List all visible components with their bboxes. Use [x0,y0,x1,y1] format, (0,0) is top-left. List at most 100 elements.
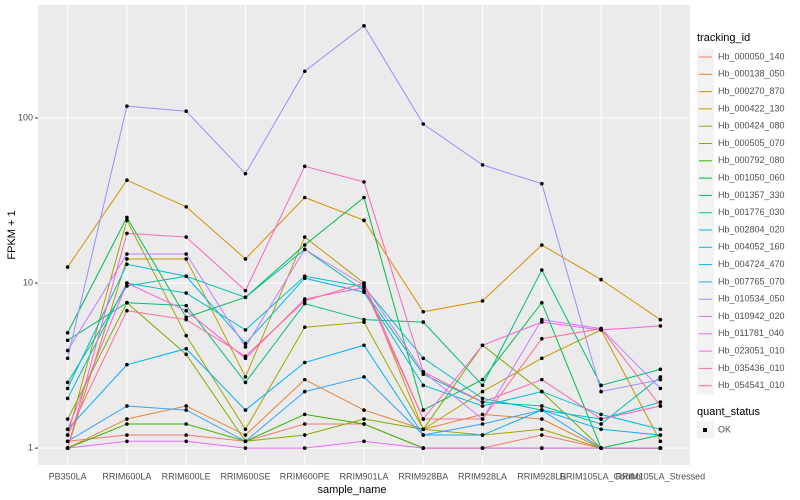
data-point [125,439,129,444]
data-point [65,356,70,361]
data-point [540,320,544,324]
data-point [302,276,307,281]
data-point [184,404,188,408]
data-point [302,360,307,365]
data-point [243,427,248,432]
data-point [302,433,307,437]
legend-label: OK [718,424,731,434]
data-point [540,408,544,412]
legend-label: Hb_000505_070 [718,138,785,148]
data-point [421,427,426,432]
data-point [540,356,544,361]
x-tick-label: RRIM600PE [280,471,330,481]
data-point [421,383,426,388]
data-point [243,341,248,346]
data-point [125,308,129,313]
data-point [302,301,307,306]
data-point [362,417,366,421]
y-tick-label: 10 [23,277,33,287]
data-point [302,325,307,330]
data-point [421,320,426,324]
data-point [184,204,188,209]
data-point [184,274,188,279]
data-point [421,309,426,314]
data-point [421,372,426,377]
data-point [540,336,544,341]
data-point [125,262,129,267]
data-point [599,427,603,432]
data-point [184,346,188,351]
data-point [540,243,544,247]
data-point [243,375,248,379]
data-point [243,380,248,385]
data-point [421,433,426,437]
data-point [599,326,603,331]
data-point [540,268,544,272]
data-point [362,180,366,184]
data-point [421,369,426,374]
data-point [362,218,366,223]
data-point [599,389,603,394]
data-point [480,396,485,401]
data-point [302,446,307,450]
data-point [480,389,485,394]
data-point [243,171,248,176]
data-point [243,354,248,359]
data-point [184,422,188,426]
data-point [184,109,188,113]
data-point [658,404,663,408]
data-point [599,446,603,450]
legend-label: Hb_011781_040 [718,328,784,338]
data-point [480,404,485,408]
legend-label: Hb_054541_010 [718,380,785,390]
data-point [302,422,307,426]
data-point [65,417,70,421]
data-point [243,408,248,412]
data-point [125,257,129,261]
data-point [540,427,544,432]
data-point [243,257,248,261]
data-point [658,439,663,444]
data-point [599,417,603,421]
x-tick-label: RRIM928LA [458,471,507,481]
data-point [480,299,485,303]
legend-label: Hb_004052_160 [718,242,785,252]
data-point [125,362,129,367]
legend-swatch [703,428,707,432]
data-point [65,433,70,437]
data-point [125,404,129,408]
legend-label: Hb_001050_060 [718,172,785,182]
data-point [184,317,188,322]
data-point [125,178,129,183]
data-point [362,317,366,322]
data-point [421,122,426,126]
data-point [540,446,544,450]
data-point [480,433,485,437]
legend-label: Hb_000424_080 [718,121,785,131]
legend-label: Hb_000050_140 [718,51,785,61]
data-point [302,69,307,74]
data-point [658,377,663,382]
data-point [480,383,485,388]
x-tick-label: RRIM901LA [339,471,388,481]
data-point [184,257,188,261]
data-point [302,243,307,247]
data-point [125,433,129,437]
legend-label: Hb_007765_070 [718,276,785,286]
data-point [362,422,366,426]
data-point [125,231,129,236]
data-point [125,215,129,220]
legend-title: tracking_id [697,32,750,44]
legend-label: Hb_000792_080 [718,155,785,165]
data-point [480,377,485,382]
data-point [65,338,70,343]
data-point [540,389,544,394]
legend-label: Hb_010534_050 [718,294,785,304]
data-point [302,195,307,200]
data-point [184,291,188,295]
data-point [658,386,663,391]
data-point [125,284,129,288]
data-point [302,235,307,239]
data-point [540,433,544,437]
x-tick-label: RRIM600LA [102,471,151,481]
